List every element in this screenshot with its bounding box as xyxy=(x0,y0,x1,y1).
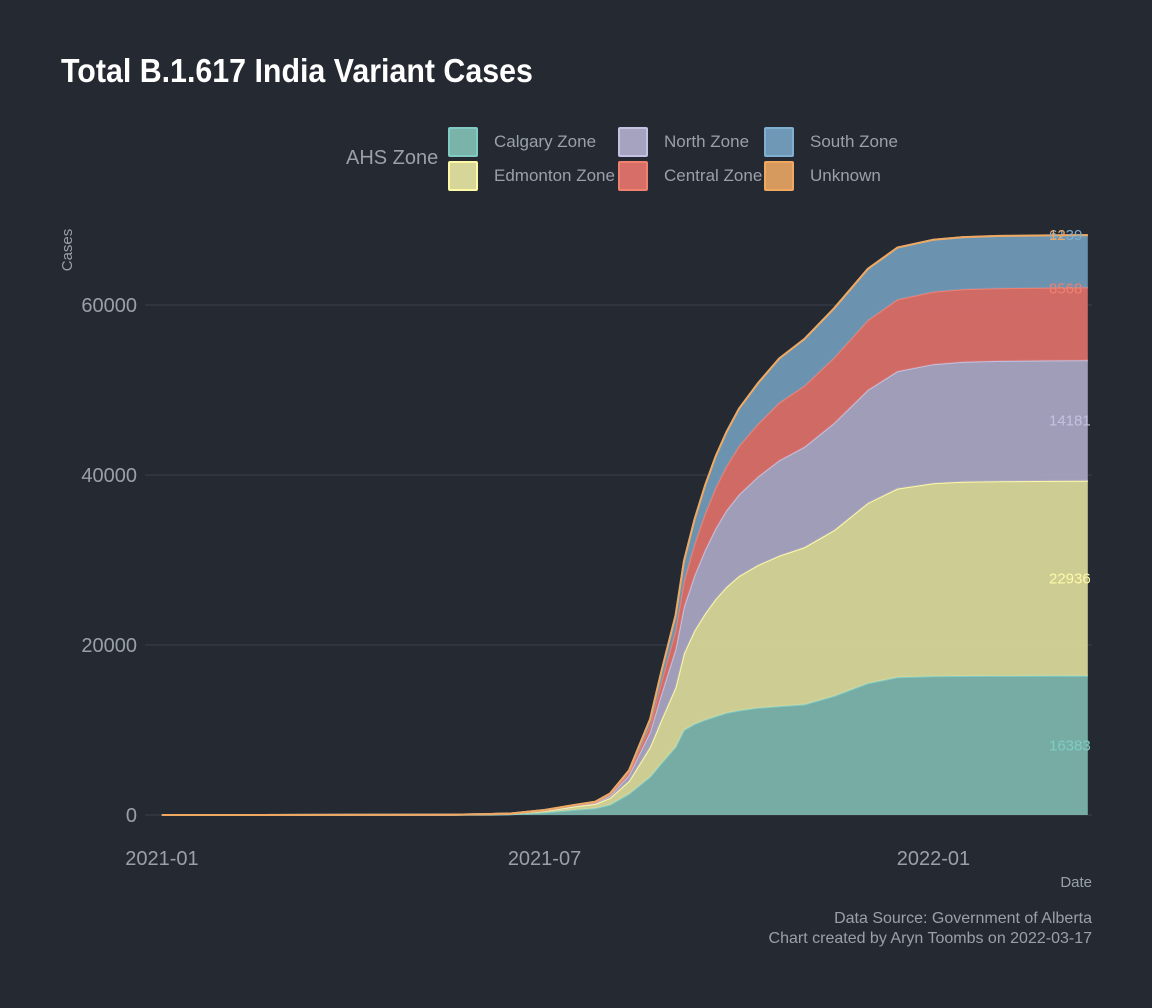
legend-label-edmonton-zone: Edmonton Zone xyxy=(494,166,615,185)
legend-label-south-zone: South Zone xyxy=(810,132,898,151)
area-outline-unknown xyxy=(161,234,1088,816)
axes: 0 20000 40000 60000 2021-01 2021-07 2022-01 xyxy=(81,295,970,870)
legend-label-unknown: Unknown xyxy=(810,166,881,185)
legend-label-central-zone: Central Zone xyxy=(664,166,763,185)
legend-key-north-zone xyxy=(618,127,648,157)
area-edmonton-zone xyxy=(161,480,1088,815)
y-axis-title: Cases xyxy=(59,229,76,272)
area-north-zone xyxy=(161,360,1088,815)
legend-key-edmonton-zone xyxy=(448,161,478,191)
legend-key-calgary-zone xyxy=(448,127,478,157)
caption-credit: Chart created by Aryn Toombs on 2022-03-… xyxy=(768,930,1092,947)
legend-label-north-zone: North Zone xyxy=(664,132,750,151)
end-label-unknown: 12 xyxy=(1049,227,1066,244)
legend-title: AHS Zone xyxy=(346,147,439,169)
legend-key-unknown xyxy=(764,161,794,191)
y-tick-label: 0 xyxy=(126,805,137,827)
y-tick-label: 20000 xyxy=(81,635,137,657)
x-tick-label: 2022-01 xyxy=(897,848,970,870)
end-label-central-zone: 8568 xyxy=(1049,280,1082,297)
area-series xyxy=(161,234,1088,816)
area-central-zone xyxy=(161,287,1088,815)
chart-title: Total B.1.617 India Variant Cases xyxy=(61,52,533,89)
legend-key-south-zone xyxy=(764,127,794,157)
x-axis-title: Date xyxy=(1060,874,1092,891)
x-tick-label: 2021-07 xyxy=(508,848,581,870)
y-tick-label: 40000 xyxy=(81,465,137,487)
y-tick-label: 60000 xyxy=(81,295,137,317)
x-tick-label: 2021-01 xyxy=(125,848,198,870)
caption-source: Data Source: Government of Alberta xyxy=(834,910,1092,927)
legend-label-calgary-zone: Calgary Zone xyxy=(494,132,597,151)
end-label-north-zone: 14181 xyxy=(1049,413,1091,430)
legend-key-central-zone xyxy=(618,161,648,191)
end-label-edmonton-zone: 22936 xyxy=(1049,570,1091,587)
end-label-calgary-zone: 16383 xyxy=(1049,737,1091,754)
end-label-south-zone: 6139 xyxy=(1049,227,1082,244)
area-calgary-zone xyxy=(161,675,1088,815)
